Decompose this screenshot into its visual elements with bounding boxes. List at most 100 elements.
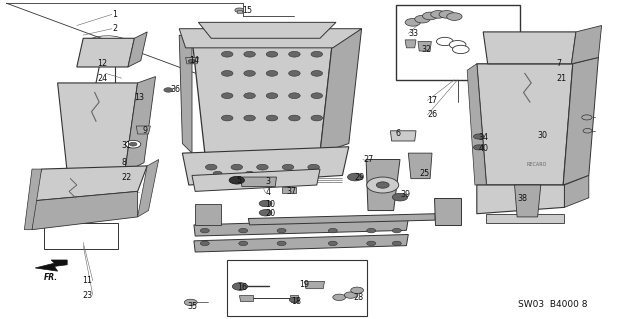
Polygon shape bbox=[32, 166, 147, 201]
Text: 34: 34 bbox=[479, 133, 489, 142]
Circle shape bbox=[125, 140, 141, 148]
Polygon shape bbox=[179, 35, 192, 153]
Circle shape bbox=[245, 171, 254, 176]
Circle shape bbox=[392, 228, 401, 233]
Circle shape bbox=[311, 51, 323, 57]
Circle shape bbox=[244, 70, 255, 76]
Text: 28: 28 bbox=[353, 293, 364, 302]
Circle shape bbox=[392, 241, 401, 246]
Text: 12: 12 bbox=[97, 59, 108, 68]
Circle shape bbox=[239, 228, 248, 233]
Circle shape bbox=[277, 228, 286, 233]
Circle shape bbox=[447, 13, 462, 20]
Circle shape bbox=[415, 15, 430, 23]
Circle shape bbox=[277, 171, 286, 176]
Circle shape bbox=[348, 173, 363, 181]
Circle shape bbox=[221, 93, 233, 99]
Text: 1: 1 bbox=[112, 10, 117, 19]
Polygon shape bbox=[58, 83, 138, 172]
Circle shape bbox=[239, 241, 248, 246]
Text: 16: 16 bbox=[237, 283, 247, 292]
Text: 2: 2 bbox=[112, 24, 117, 33]
Circle shape bbox=[266, 93, 278, 99]
Polygon shape bbox=[320, 29, 362, 153]
Circle shape bbox=[311, 93, 323, 99]
Circle shape bbox=[449, 202, 456, 206]
Circle shape bbox=[311, 70, 323, 76]
Text: RECARO: RECARO bbox=[526, 162, 547, 167]
Circle shape bbox=[583, 129, 592, 133]
Text: 10: 10 bbox=[266, 200, 276, 209]
Circle shape bbox=[311, 115, 323, 121]
Text: 24: 24 bbox=[97, 74, 108, 83]
Polygon shape bbox=[125, 77, 156, 172]
Text: 14: 14 bbox=[189, 56, 199, 65]
Circle shape bbox=[289, 297, 300, 302]
Text: SW03  B4000 8: SW03 B4000 8 bbox=[518, 300, 588, 309]
Polygon shape bbox=[194, 219, 408, 236]
Polygon shape bbox=[198, 22, 336, 38]
Circle shape bbox=[188, 59, 196, 63]
Polygon shape bbox=[138, 89, 152, 105]
Text: 27: 27 bbox=[363, 155, 373, 164]
Circle shape bbox=[209, 218, 217, 222]
Circle shape bbox=[582, 115, 592, 120]
Circle shape bbox=[229, 176, 244, 184]
Text: FR.: FR. bbox=[44, 273, 58, 282]
Polygon shape bbox=[477, 64, 573, 185]
Circle shape bbox=[232, 283, 248, 290]
Text: 9: 9 bbox=[142, 126, 147, 135]
Polygon shape bbox=[418, 41, 431, 51]
Text: 26: 26 bbox=[428, 110, 438, 119]
Circle shape bbox=[440, 218, 447, 222]
Circle shape bbox=[328, 228, 337, 233]
Polygon shape bbox=[483, 32, 576, 64]
Text: 25: 25 bbox=[419, 169, 429, 178]
Text: 7: 7 bbox=[557, 59, 562, 68]
Circle shape bbox=[449, 218, 456, 222]
Polygon shape bbox=[192, 169, 320, 191]
Polygon shape bbox=[390, 131, 416, 141]
Polygon shape bbox=[572, 26, 602, 64]
Circle shape bbox=[266, 70, 278, 76]
Polygon shape bbox=[564, 175, 589, 207]
Text: 39: 39 bbox=[400, 190, 410, 199]
Circle shape bbox=[474, 134, 484, 139]
Circle shape bbox=[289, 115, 300, 121]
Circle shape bbox=[200, 207, 207, 211]
Circle shape bbox=[289, 51, 300, 57]
Circle shape bbox=[422, 12, 438, 20]
Circle shape bbox=[289, 70, 300, 76]
Text: 8: 8 bbox=[122, 158, 127, 167]
Bar bbox=[227, 260, 367, 316]
Polygon shape bbox=[282, 187, 296, 193]
Circle shape bbox=[244, 115, 255, 121]
Text: 20: 20 bbox=[266, 209, 276, 218]
Circle shape bbox=[392, 193, 408, 201]
Circle shape bbox=[200, 228, 209, 233]
Polygon shape bbox=[35, 260, 67, 271]
Text: 5: 5 bbox=[237, 176, 242, 185]
Text: 13: 13 bbox=[134, 93, 145, 102]
Bar bbox=[396, 5, 520, 80]
Circle shape bbox=[328, 241, 337, 246]
Circle shape bbox=[367, 228, 376, 233]
Polygon shape bbox=[405, 40, 416, 48]
Circle shape bbox=[205, 164, 217, 170]
Text: 19: 19 bbox=[300, 280, 310, 289]
Circle shape bbox=[344, 292, 357, 298]
Polygon shape bbox=[179, 29, 362, 48]
Polygon shape bbox=[192, 38, 333, 153]
Polygon shape bbox=[366, 160, 400, 211]
Circle shape bbox=[527, 189, 535, 193]
Text: 15: 15 bbox=[242, 6, 252, 15]
Polygon shape bbox=[138, 160, 159, 217]
Text: 18: 18 bbox=[291, 297, 301, 306]
Text: 22: 22 bbox=[122, 173, 132, 182]
Circle shape bbox=[244, 51, 255, 57]
Circle shape bbox=[518, 189, 525, 193]
Text: 11: 11 bbox=[82, 276, 92, 285]
Circle shape bbox=[200, 241, 209, 246]
Text: 36: 36 bbox=[171, 85, 181, 94]
Circle shape bbox=[277, 241, 286, 246]
